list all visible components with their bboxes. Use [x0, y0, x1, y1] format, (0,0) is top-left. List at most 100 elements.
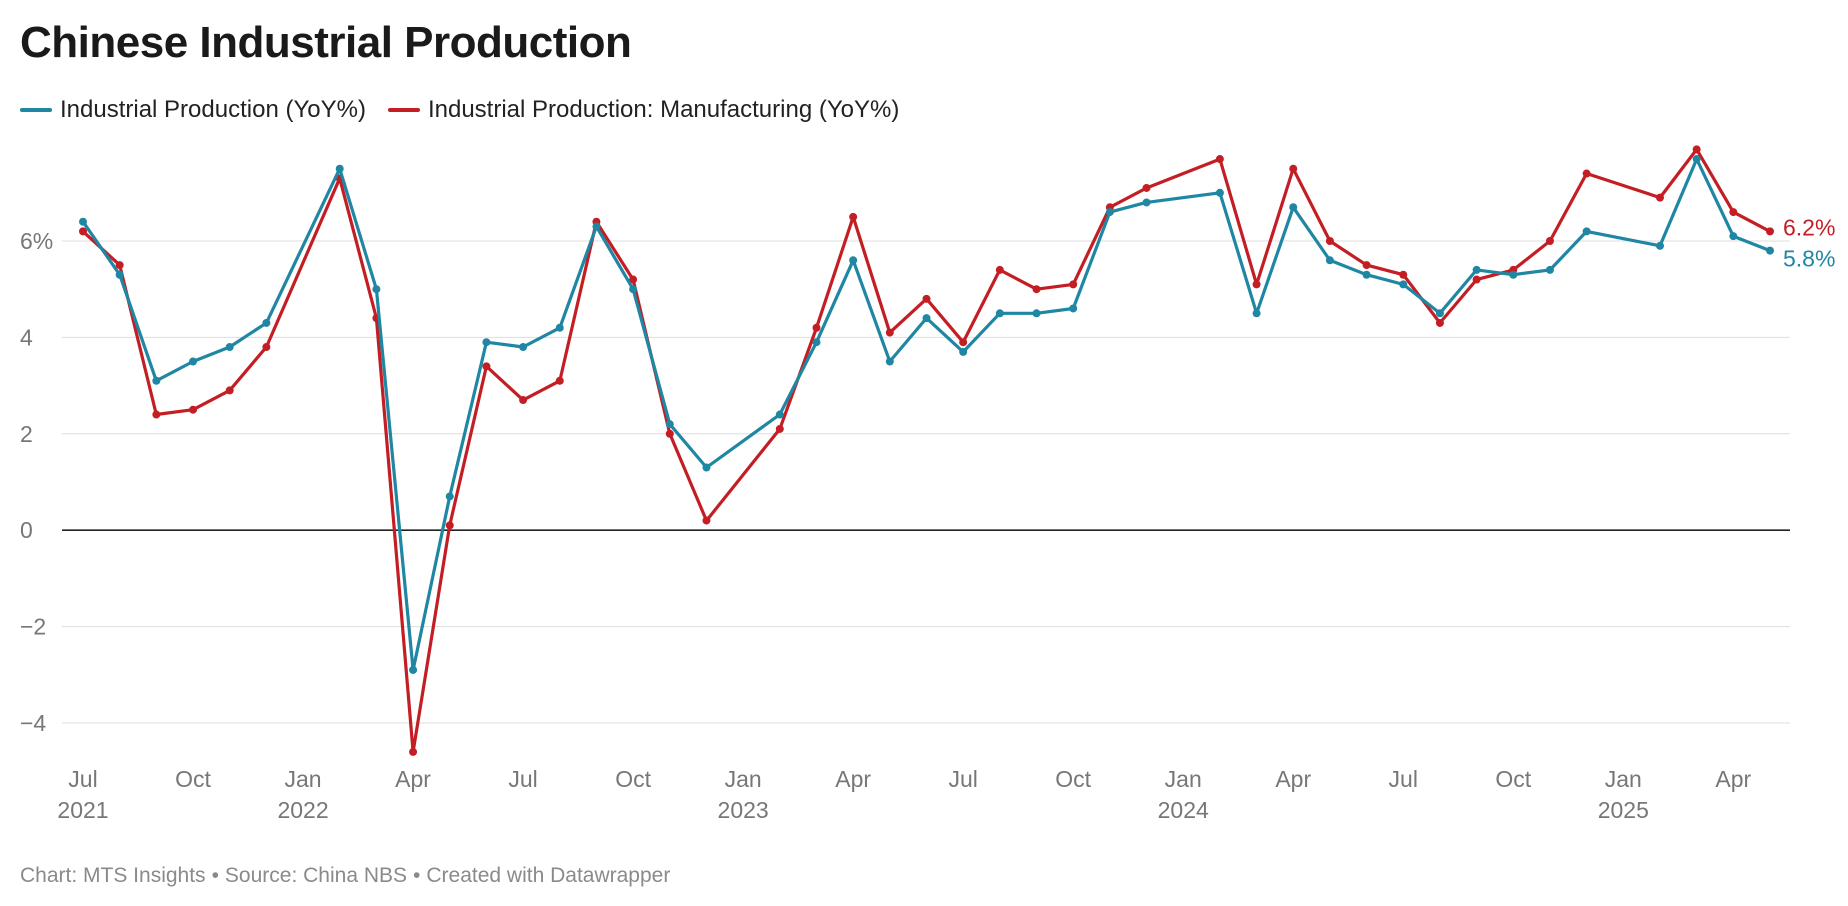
chart-footer: Chart: MTS Insights • Source: China NBS • Cr… — [20, 864, 670, 888]
data-point-ip — [849, 256, 858, 265]
data-point-ip — [1069, 304, 1078, 313]
x-tick-label: Jul — [948, 766, 977, 792]
data-point-manufacturing — [775, 424, 784, 433]
x-tick-year-label: 2023 — [718, 797, 769, 823]
data-point-ip — [1655, 241, 1664, 250]
data-point-manufacturing — [1289, 164, 1298, 173]
data-point-manufacturing — [1655, 193, 1664, 202]
data-point-ip — [812, 338, 821, 347]
data-point-manufacturing — [1435, 318, 1444, 327]
y-tick-label: −4 — [20, 710, 46, 736]
data-point-manufacturing — [922, 294, 931, 303]
data-point-ip — [665, 420, 674, 429]
data-point-ip — [1032, 309, 1041, 318]
data-point-ip — [1362, 270, 1371, 279]
data-point-manufacturing — [1582, 169, 1591, 178]
data-point-manufacturing — [555, 376, 564, 385]
legend-label-manufacturing: Industrial Production: Manufacturing (Yo… — [427, 96, 900, 123]
data-point-manufacturing — [1252, 280, 1261, 289]
x-tick-label: Apr — [1275, 766, 1311, 792]
data-point-manufacturing — [445, 521, 454, 530]
data-point-ip — [189, 357, 198, 366]
data-point-manufacturing — [1472, 275, 1481, 284]
data-point-ip — [885, 357, 894, 366]
data-point-ip — [152, 376, 161, 385]
data-point-ip — [372, 285, 381, 294]
data-point-manufacturing — [629, 275, 638, 284]
data-point-manufacturing — [262, 343, 271, 352]
y-tick-label: 0 — [20, 517, 33, 543]
data-point-ip — [775, 410, 784, 419]
legend-item-manufacturing: Industrial Production: Manufacturing (Yo… — [387, 96, 900, 124]
data-point-ip — [1289, 203, 1298, 212]
x-tick-label: Jan — [1605, 766, 1642, 792]
end-value-label-manufacturing: 6.2% — [1783, 214, 1835, 240]
line-chart: −4 −2 0 2 4 6% Jul 2021 Oct Jan 2022 Apr Jul Oct Jan 20… — [20, 145, 1835, 823]
data-point-ip — [1435, 309, 1444, 318]
x-tick-label: Oct — [1495, 766, 1531, 792]
x-tick-year-label: 2025 — [1598, 797, 1649, 823]
data-point-ip — [629, 285, 638, 294]
series-line-ip — [81, 157, 1772, 672]
data-point-manufacturing — [1325, 237, 1334, 245]
data-point-ip — [1105, 208, 1114, 217]
data-point-ip — [409, 665, 418, 674]
y-tick-label: 2 — [20, 421, 33, 447]
legend-swatch-manufacturing — [387, 108, 420, 112]
data-point-ip — [1472, 265, 1481, 274]
legend-swatch-ip — [20, 108, 52, 112]
data-point-ip — [262, 318, 271, 327]
legend-label-ip: Industrial Production (YoY%) — [60, 96, 366, 123]
data-point-ip — [1252, 309, 1261, 318]
footer-source: Source: China NBS — [224, 864, 408, 887]
data-point-ip — [922, 314, 931, 323]
data-point-manufacturing — [1692, 145, 1701, 154]
x-tick-label: Oct — [615, 766, 651, 792]
data-point-manufacturing — [409, 747, 418, 756]
data-point-ip — [519, 343, 528, 352]
data-point-ip — [995, 309, 1004, 318]
y-tick-label: −2 — [20, 614, 46, 640]
data-point-ip — [1692, 155, 1701, 164]
data-point-manufacturing — [1215, 155, 1224, 164]
x-tick-label: Jan — [725, 766, 762, 792]
data-point-manufacturing — [1399, 270, 1408, 279]
footer-separator: • — [413, 864, 421, 887]
data-point-ip — [1766, 246, 1774, 255]
y-tick-label: 4 — [20, 324, 33, 350]
x-tick-label: Jul — [1389, 766, 1418, 792]
data-point-ip — [335, 164, 344, 173]
data-point-manufacturing — [995, 265, 1004, 274]
data-point-ip — [445, 492, 454, 501]
x-tick-label: Apr — [835, 766, 871, 792]
x-tick-label: Jul — [508, 766, 537, 792]
data-point-ip — [79, 217, 87, 226]
data-point-ip — [1582, 227, 1591, 236]
data-point-manufacturing — [1766, 227, 1774, 236]
data-point-ip — [592, 222, 601, 231]
data-point-manufacturing — [1729, 208, 1738, 217]
data-point-manufacturing — [849, 212, 858, 221]
footer-chart-credit: Chart: MTS Insights — [20, 864, 206, 887]
data-point-manufacturing — [1545, 237, 1554, 245]
data-point-manufacturing — [885, 328, 894, 337]
x-tick-label: Apr — [395, 766, 431, 792]
legend-item-ip: Industrial Production (YoY%) — [20, 96, 366, 124]
data-point-ip — [1509, 270, 1518, 279]
data-point-manufacturing — [1032, 285, 1041, 294]
data-point-manufacturing — [1142, 183, 1151, 192]
data-point-ip — [1215, 188, 1224, 197]
data-point-ip — [1545, 265, 1554, 274]
legend: Industrial Production (YoY%) Industrial … — [20, 96, 921, 124]
x-tick-year-label: 2021 — [57, 797, 108, 823]
data-point-manufacturing — [812, 323, 821, 332]
data-point-manufacturing — [482, 362, 491, 371]
data-point-manufacturing — [1069, 280, 1078, 289]
data-point-ip — [702, 463, 711, 472]
x-tick-label: Oct — [1055, 766, 1091, 792]
data-point-ip — [1399, 280, 1408, 289]
data-point-manufacturing — [702, 516, 711, 525]
data-point-manufacturing — [115, 261, 124, 270]
data-point-manufacturing — [959, 338, 968, 347]
footer-separator: • — [211, 864, 219, 887]
